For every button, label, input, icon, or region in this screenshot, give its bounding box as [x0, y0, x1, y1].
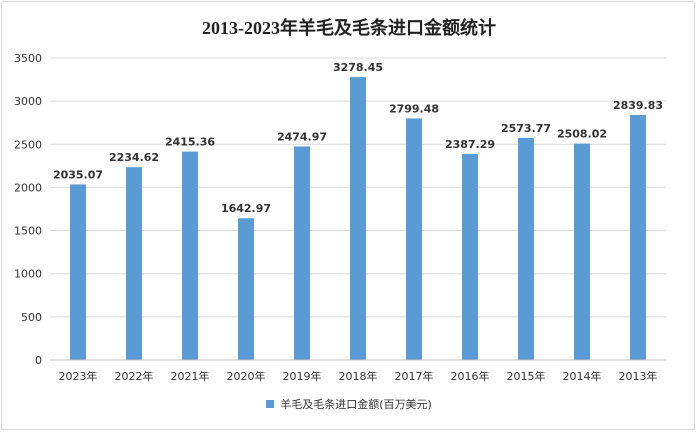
y-tick-label: 3500: [14, 52, 42, 65]
legend-label: 羊毛及毛条进口金额(百万美元): [280, 398, 432, 411]
data-label: 2799.48: [389, 102, 439, 115]
data-label: 2387.29: [445, 138, 495, 151]
x-tick-label: 2023年: [59, 369, 98, 383]
x-tick-label: 2016年: [451, 369, 490, 383]
bar: [126, 167, 142, 360]
y-tick-label: 1500: [14, 225, 42, 238]
bar: [574, 143, 590, 360]
y-tick-label: 500: [21, 311, 42, 324]
data-label: 2415.36: [165, 136, 215, 149]
y-axis-ticks: 0 500 1000 1500 2000 2500 3000 3500: [14, 52, 42, 367]
data-label: 2573.77: [501, 122, 551, 135]
bar: [518, 137, 534, 360]
data-label: 2035.07: [53, 168, 103, 181]
data-label: 1642.97: [221, 202, 271, 215]
bar: [238, 218, 254, 360]
x-tick-label: 2017年: [395, 369, 434, 383]
x-tick-label: 2015年: [507, 369, 546, 383]
chart-title: 2013-2023年羊毛及毛条进口金额统计: [202, 18, 496, 38]
bar: [182, 151, 198, 360]
y-tick-label: 3000: [14, 95, 42, 108]
data-label: 2234.62: [109, 151, 159, 164]
data-label: 3278.45: [333, 61, 383, 74]
y-tick-label: 2500: [14, 138, 42, 151]
data-label: 2839.83: [613, 99, 663, 112]
bar: [294, 146, 310, 360]
bar: [70, 184, 86, 360]
bars: [70, 77, 646, 360]
x-tick-label: 2014年: [563, 369, 602, 383]
legend-swatch: [266, 400, 275, 408]
bar: [630, 114, 646, 360]
x-tick-label: 2019年: [283, 369, 322, 383]
bar: [350, 77, 366, 360]
x-tick-label: 2018年: [339, 369, 378, 383]
data-label: 2474.97: [277, 130, 327, 143]
x-tick-label: 2022年: [115, 369, 154, 383]
bar: [406, 118, 422, 360]
bar: [462, 154, 478, 360]
y-tick-label: 2000: [14, 181, 42, 194]
data-labels: 2035.07 2234.62 2415.36 1642.97 2474.97 3278.…: [53, 61, 663, 215]
y-tick-label: 1000: [14, 268, 42, 281]
x-axis-ticks: 2023年 2022年 2021年 2020年 2019年 2018年 2017年 2016年…: [59, 369, 658, 383]
legend: 羊毛及毛条进口金额(百万美元): [0, 396, 698, 412]
x-tick-label: 2020年: [227, 369, 266, 383]
x-tick-label: 2021年: [171, 369, 210, 383]
y-tick-label: 0: [35, 354, 42, 367]
x-tick-label: 2013年: [619, 369, 658, 383]
data-label: 2508.02: [557, 128, 607, 141]
